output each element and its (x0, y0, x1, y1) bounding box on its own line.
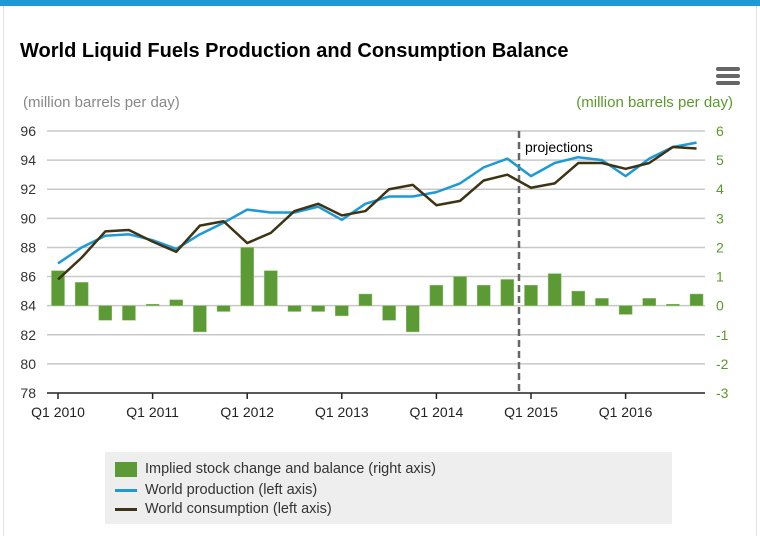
balance-bar (666, 303, 680, 306)
right-tick-label: 4 (716, 181, 724, 197)
balance-bar (429, 285, 444, 306)
balance-bar (476, 285, 491, 306)
legend-swatch-balance (115, 461, 137, 477)
legend-label-consumption: World consumption (left axis) (145, 501, 332, 517)
x-tick-label: Q1 2013 (315, 404, 369, 420)
right-tick-label: -2 (716, 356, 729, 372)
right-tick-label: -3 (716, 385, 729, 401)
left-tick-label: 92 (20, 181, 36, 197)
balance-bar (595, 298, 609, 306)
legend: Implied stock change and balance (right … (105, 452, 672, 524)
balance-bar (216, 305, 231, 312)
right-tick-label: 5 (716, 152, 724, 168)
balance-bar (264, 270, 278, 306)
balance-bar (51, 270, 65, 306)
left-tick-label: 84 (20, 298, 36, 314)
right-tick-label: 0 (716, 298, 724, 314)
balance-bar (74, 282, 89, 306)
balance-bar (406, 305, 420, 333)
chart-frame (3, 6, 757, 536)
balance-bar (145, 303, 160, 306)
right-axis-label: (million barrels per day) (576, 94, 733, 111)
right-tick-label: -1 (716, 327, 729, 343)
balance-bar (453, 276, 467, 306)
legend-label-balance: Implied stock change and balance (right … (145, 461, 436, 477)
x-tick-label: Q1 2012 (220, 404, 274, 420)
left-tick-label: 82 (20, 327, 36, 343)
hamburger-menu-icon[interactable] (716, 67, 740, 89)
balance-bar (689, 293, 704, 306)
x-tick-label: Q1 2011 (126, 404, 179, 420)
left-tick-label: 96 (20, 123, 36, 139)
x-tick-label: Q1 2014 (410, 404, 464, 420)
balance-bar (618, 305, 633, 315)
right-tick-label: 2 (716, 239, 724, 255)
chart-title: World Liquid Fuels Production and Consum… (20, 40, 569, 62)
right-tick-label: 1 (716, 269, 724, 285)
legend-label-production: World production (left axis) (145, 482, 318, 498)
balance-bar (122, 305, 136, 321)
balance-bar (547, 273, 562, 306)
left-tick-label: 86 (20, 269, 36, 285)
balance-bar (500, 279, 515, 306)
balance-bar (98, 305, 113, 321)
balance-bar (571, 290, 586, 306)
top-accent-bar (0, 0, 760, 6)
balance-bar (287, 305, 302, 312)
balance-bar (358, 293, 373, 306)
right-tick-label: 3 (716, 210, 724, 226)
balance-bar (169, 299, 183, 306)
legend-swatch-production (115, 488, 137, 492)
left-tick-label: 78 (20, 385, 36, 401)
legend-item-consumption[interactable]: World consumption (left axis) (115, 501, 332, 517)
left-tick-label: 80 (20, 356, 36, 372)
balance-bar (524, 285, 538, 306)
balance-bar (193, 305, 207, 333)
legend-swatch-consumption (115, 507, 137, 511)
legend-item-balance[interactable]: Implied stock change and balance (right … (115, 461, 436, 477)
balance-bar (335, 305, 349, 317)
projections-annotation: projections (525, 139, 593, 155)
left-tick-label: 90 (20, 210, 36, 226)
balance-bar (311, 305, 325, 312)
left-tick-label: 88 (20, 239, 36, 255)
legend-item-production[interactable]: World production (left axis) (115, 482, 317, 498)
left-tick-label: 94 (20, 152, 36, 168)
right-tick-label: 6 (716, 123, 724, 139)
left-axis-label: (million barrels per day) (23, 94, 180, 111)
consumption-line (57, 145, 697, 281)
balance-bar (642, 298, 656, 306)
balance-bar (382, 305, 396, 321)
balance-bar (240, 247, 254, 306)
x-tick-label: Q1 2016 (599, 404, 653, 420)
x-tick-label: Q1 2010 (31, 404, 85, 420)
x-tick-label: Q1 2015 (504, 404, 558, 420)
